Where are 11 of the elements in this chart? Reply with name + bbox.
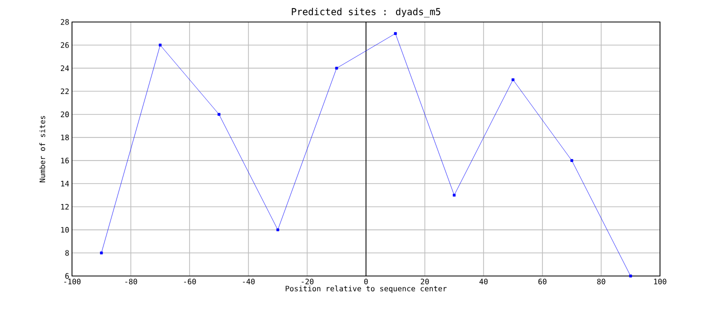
point: [335, 66, 338, 70]
point: [570, 159, 574, 162]
point: [100, 252, 103, 254]
point: [218, 112, 220, 116]
point: [629, 274, 632, 278]
point: [158, 44, 162, 46]
point: [512, 78, 514, 82]
point: [452, 194, 456, 197]
chart-title: Predicted sites : dyads_m5: [292, 8, 440, 18]
point: [394, 32, 397, 35]
point: [276, 228, 280, 232]
